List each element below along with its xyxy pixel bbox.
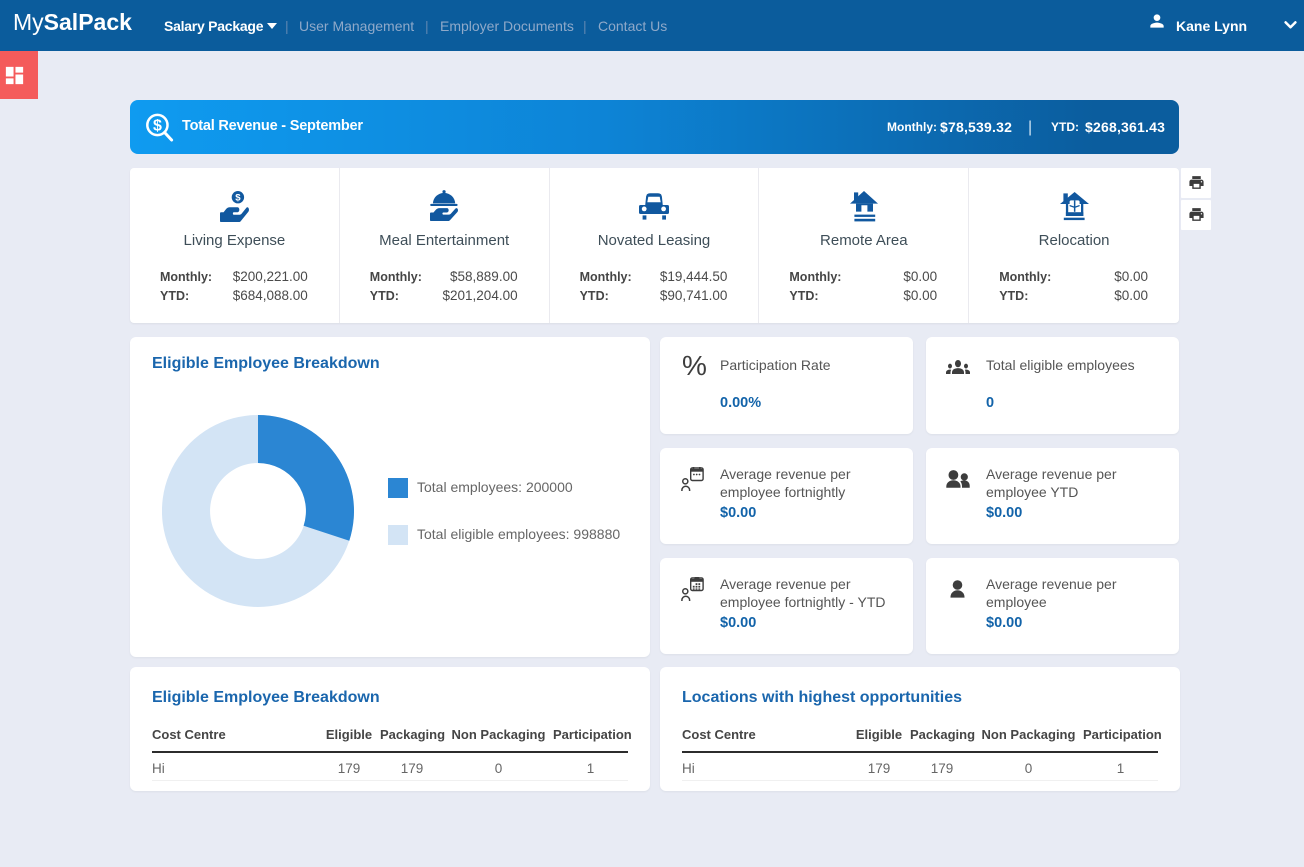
svg-text:$: $ <box>153 118 162 135</box>
svg-text:$: $ <box>235 192 241 203</box>
